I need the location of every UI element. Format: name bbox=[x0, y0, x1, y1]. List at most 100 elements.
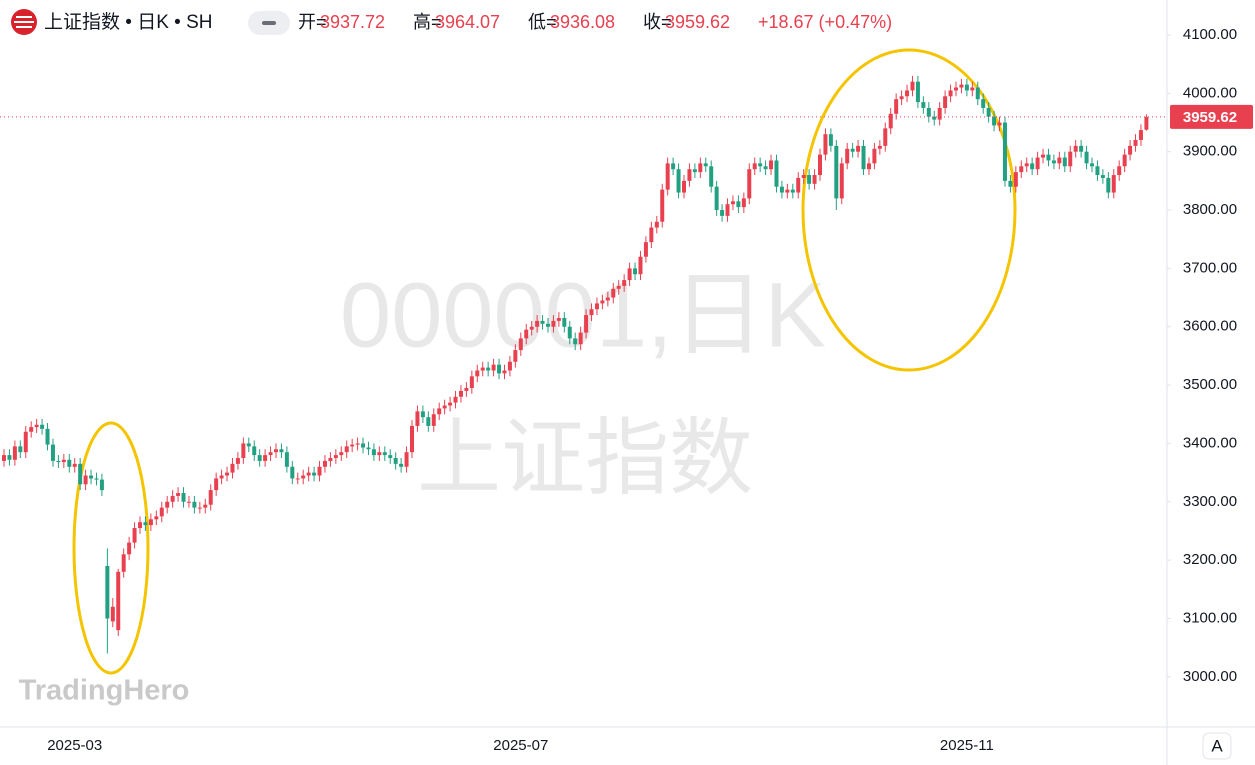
candle-body bbox=[763, 166, 768, 170]
candle-body bbox=[306, 472, 311, 476]
candle-body bbox=[682, 180, 686, 193]
candle-body bbox=[741, 198, 746, 208]
candle-body bbox=[72, 463, 77, 467]
candle-body bbox=[1068, 151, 1073, 167]
candle-body bbox=[143, 522, 148, 526]
candle-body bbox=[551, 320, 556, 327]
candle-body bbox=[714, 186, 719, 211]
candle-body bbox=[747, 169, 752, 199]
candle-body bbox=[458, 390, 463, 397]
candle-body bbox=[905, 90, 910, 97]
ohlc-value: 3937.72 bbox=[320, 12, 385, 32]
candle-body bbox=[725, 204, 730, 216]
candle-body bbox=[1100, 175, 1105, 178]
candle-body bbox=[709, 166, 714, 187]
candle-body bbox=[932, 116, 937, 120]
candle-body bbox=[257, 455, 262, 461]
candle-body bbox=[1095, 166, 1100, 176]
candle-body bbox=[497, 364, 502, 374]
candle-body bbox=[975, 87, 980, 100]
candle-body bbox=[883, 128, 888, 146]
candle-body bbox=[834, 145, 839, 199]
candle-body bbox=[997, 122, 1002, 126]
candle-body bbox=[442, 405, 447, 409]
auto-scale-button[interactable] bbox=[1202, 732, 1232, 760]
candle-body bbox=[361, 443, 366, 448]
candle-body bbox=[790, 189, 795, 193]
candle-body bbox=[366, 447, 371, 450]
candle-body bbox=[774, 160, 779, 187]
y-tick-label: 3700.00 bbox=[1183, 259, 1237, 276]
candle-body bbox=[1057, 157, 1062, 164]
ohlc-value: 3936.08 bbox=[550, 12, 615, 32]
candle-body bbox=[219, 475, 224, 479]
candle-body bbox=[926, 107, 931, 117]
candle-body bbox=[197, 507, 202, 509]
candle-body bbox=[132, 528, 137, 543]
candle-body bbox=[692, 169, 697, 173]
candle-body bbox=[888, 113, 893, 129]
candle-body bbox=[279, 449, 284, 453]
candle-body bbox=[1041, 154, 1046, 158]
candle-body bbox=[268, 452, 273, 456]
candle-body bbox=[1128, 145, 1133, 155]
candle-body bbox=[1079, 145, 1084, 152]
candle-body bbox=[877, 145, 882, 149]
candle-body bbox=[322, 460, 327, 467]
candle-body bbox=[910, 81, 915, 91]
candle-body bbox=[431, 414, 436, 426]
y-tick-label: 3900.00 bbox=[1183, 143, 1237, 160]
candle-body bbox=[1013, 172, 1018, 187]
candle-body bbox=[948, 90, 953, 97]
candle-body bbox=[350, 444, 355, 447]
candle-body bbox=[328, 458, 333, 461]
candle-body bbox=[839, 163, 844, 199]
candle-body bbox=[807, 175, 812, 184]
candle-body bbox=[18, 446, 23, 453]
candle-body bbox=[818, 154, 822, 176]
candle-body bbox=[170, 495, 175, 502]
candle-body bbox=[274, 449, 278, 453]
highlight-ellipse bbox=[801, 48, 1017, 372]
x-tick-label: 2025-07 bbox=[493, 737, 548, 754]
candle-body bbox=[992, 116, 997, 126]
candle-body bbox=[828, 134, 833, 146]
candle-body bbox=[507, 361, 512, 371]
candle-body bbox=[148, 519, 153, 526]
candle-body bbox=[246, 443, 251, 447]
candle-body bbox=[866, 163, 871, 170]
candle-body bbox=[404, 452, 409, 467]
candle-body bbox=[758, 163, 763, 167]
candle-body bbox=[915, 81, 920, 103]
candle-body bbox=[94, 478, 99, 480]
candle-body bbox=[1138, 130, 1143, 141]
auto-scale-label: A bbox=[1211, 736, 1223, 755]
candle-body bbox=[176, 493, 181, 496]
candle-body bbox=[703, 163, 708, 167]
last-price-label: 3959.62 bbox=[1183, 109, 1237, 126]
candle-body bbox=[159, 507, 164, 517]
candle-body bbox=[23, 431, 28, 453]
candle-body bbox=[1117, 166, 1122, 176]
candle-body bbox=[1090, 163, 1094, 167]
candle-body bbox=[491, 364, 496, 371]
ohlc-label: 高= bbox=[413, 12, 442, 32]
candle-body bbox=[964, 84, 969, 91]
logo-text: TradingHero bbox=[19, 675, 190, 707]
ohlc-label: 低= bbox=[528, 12, 557, 32]
candle-body bbox=[165, 501, 170, 508]
candle-body bbox=[475, 370, 480, 377]
candle-body bbox=[524, 329, 529, 339]
candle-body bbox=[954, 87, 958, 91]
ohlc-label: 开= bbox=[298, 12, 327, 32]
x-tick-label: 2025-11 bbox=[940, 737, 994, 754]
candle-body bbox=[1008, 180, 1013, 187]
candle-body bbox=[502, 370, 507, 374]
candle-body bbox=[67, 459, 72, 467]
candle-body bbox=[823, 134, 828, 155]
symbol-logo-mark bbox=[14, 16, 34, 28]
candle-body bbox=[785, 189, 790, 193]
candle-body bbox=[116, 571, 121, 631]
